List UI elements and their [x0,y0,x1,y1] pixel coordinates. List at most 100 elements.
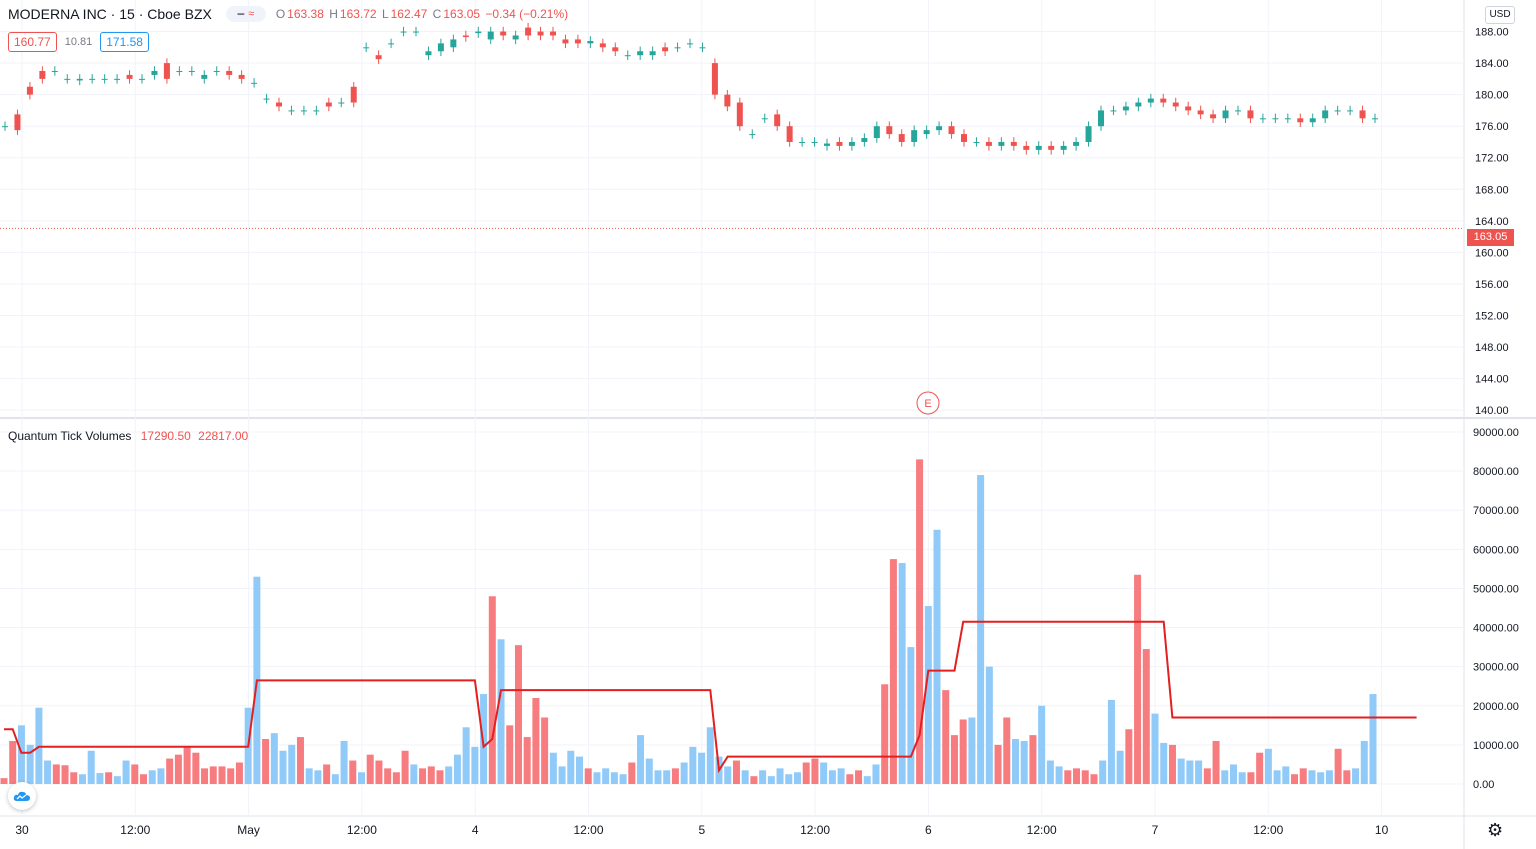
candle-body [848,141,855,146]
candle-body [1073,141,1080,146]
candle-body [1347,110,1354,112]
volume-bar [1125,729,1133,784]
volume-bar [1299,768,1307,784]
candle-body [512,35,519,40]
volume-bar [576,756,584,784]
candle-body [276,102,282,107]
volume-bar [1090,774,1098,784]
volume-bar [567,750,575,784]
volume-bar [157,768,165,784]
volume-bar [314,770,322,784]
volume-bar [767,776,775,784]
candle-body [89,78,96,80]
volume-tick-label: 40000.00 [1473,623,1519,635]
volume-bar [366,754,374,784]
candle-body [151,70,158,75]
candle-body [1185,106,1192,111]
candle-body [1309,118,1316,123]
candle-body [574,39,581,44]
volume-bar [1038,705,1046,784]
candle-body [139,78,145,80]
gear-icon[interactable]: ⚙ [1487,820,1504,840]
volume-bar [70,772,78,784]
candle-body [724,94,731,107]
volume-bar [0,778,8,784]
candle-body [26,86,33,95]
volume-bar [985,666,993,784]
volume-bar [227,768,235,784]
volume-bar [1229,764,1237,784]
candle-body [101,78,108,80]
candle-body [188,70,195,72]
volume-bar [663,770,671,784]
price-tick-label: 156.00 [1475,279,1509,291]
candle-body [699,47,706,49]
candle-body [736,102,743,127]
volume-bar [148,770,156,784]
volume-bar [183,746,191,784]
volume-tick-label: 80000.00 [1473,466,1519,478]
time-tick-label: 12:00 [1027,823,1057,837]
candle-body [300,110,307,112]
volume-bar [166,758,174,784]
dash-icon: ━ [237,8,245,21]
volume-bar [471,746,479,784]
volume-bar [898,563,906,784]
earnings-marker-label: E [924,398,931,410]
volume-tick-label: 60000.00 [1473,544,1519,556]
candle-body [1372,118,1378,120]
candle-body [1284,118,1291,120]
currency-button[interactable]: USD [1485,6,1515,24]
volume-bar [26,744,34,784]
ohlc-readout: O 163.38 H 163.72 L 162.47 C 163.05 −0.34 (−… [275,7,569,21]
earnings-marker [916,391,940,415]
volume-bar [1186,760,1194,784]
volume-bar [1343,770,1351,784]
candle-body [612,47,619,52]
candle-body [1110,110,1117,112]
volume-bar [201,768,209,784]
volume-average-line [4,620,1417,774]
candle-body [873,126,880,139]
high-value: 163.72 [339,7,377,21]
volume-bar [619,774,627,784]
volume-bar [1064,770,1072,784]
candle-body [961,134,967,142]
ask-badge[interactable]: 171.58 [100,32,149,52]
volume-bar [78,774,86,784]
candle-body [313,110,320,112]
compare-toggle[interactable]: ━ ≈ [225,6,266,22]
volume-bar [846,774,854,784]
candle-body [1322,110,1329,119]
candle-body [413,31,419,33]
time-tick-label: 6 [925,823,932,837]
volume-bar [1168,744,1176,784]
candle-body [948,126,955,135]
symbol-title[interactable]: MODERNA INC · 15 · Cboe BZX [8,6,212,22]
volume-bar [1256,752,1264,784]
tradingview-logo[interactable] [8,782,36,810]
candle-body [649,51,656,56]
volume-tick-label: 90000.00 [1473,427,1519,439]
volume-bar [392,772,400,784]
candle-body [425,51,432,56]
volume-bar [1317,772,1325,784]
volume-bar [96,773,104,784]
candle-body [1023,145,1030,150]
candle-body [487,31,494,40]
volume-bar [793,772,801,784]
indicator-value-2: 22817.00 [198,429,249,443]
chart-header: MODERNA INC · 15 · Cboe BZX ━ ≈ O 163.38 H… [8,6,570,22]
price-tick-label: 148.00 [1475,342,1509,354]
candle-body [163,63,170,79]
volume-bar [523,737,531,784]
volume-bar [1116,750,1124,784]
indicator-legend[interactable]: Quantum Tick Volumes 17290.50 22817.00 [8,429,248,443]
change-value: −0.34 (−0.21%) [485,7,569,21]
volume-bar [122,760,130,784]
volume-bar [506,725,514,784]
bid-badge[interactable]: 160.77 [8,32,57,52]
volume-bar [637,735,645,784]
volume-bar [419,768,427,784]
